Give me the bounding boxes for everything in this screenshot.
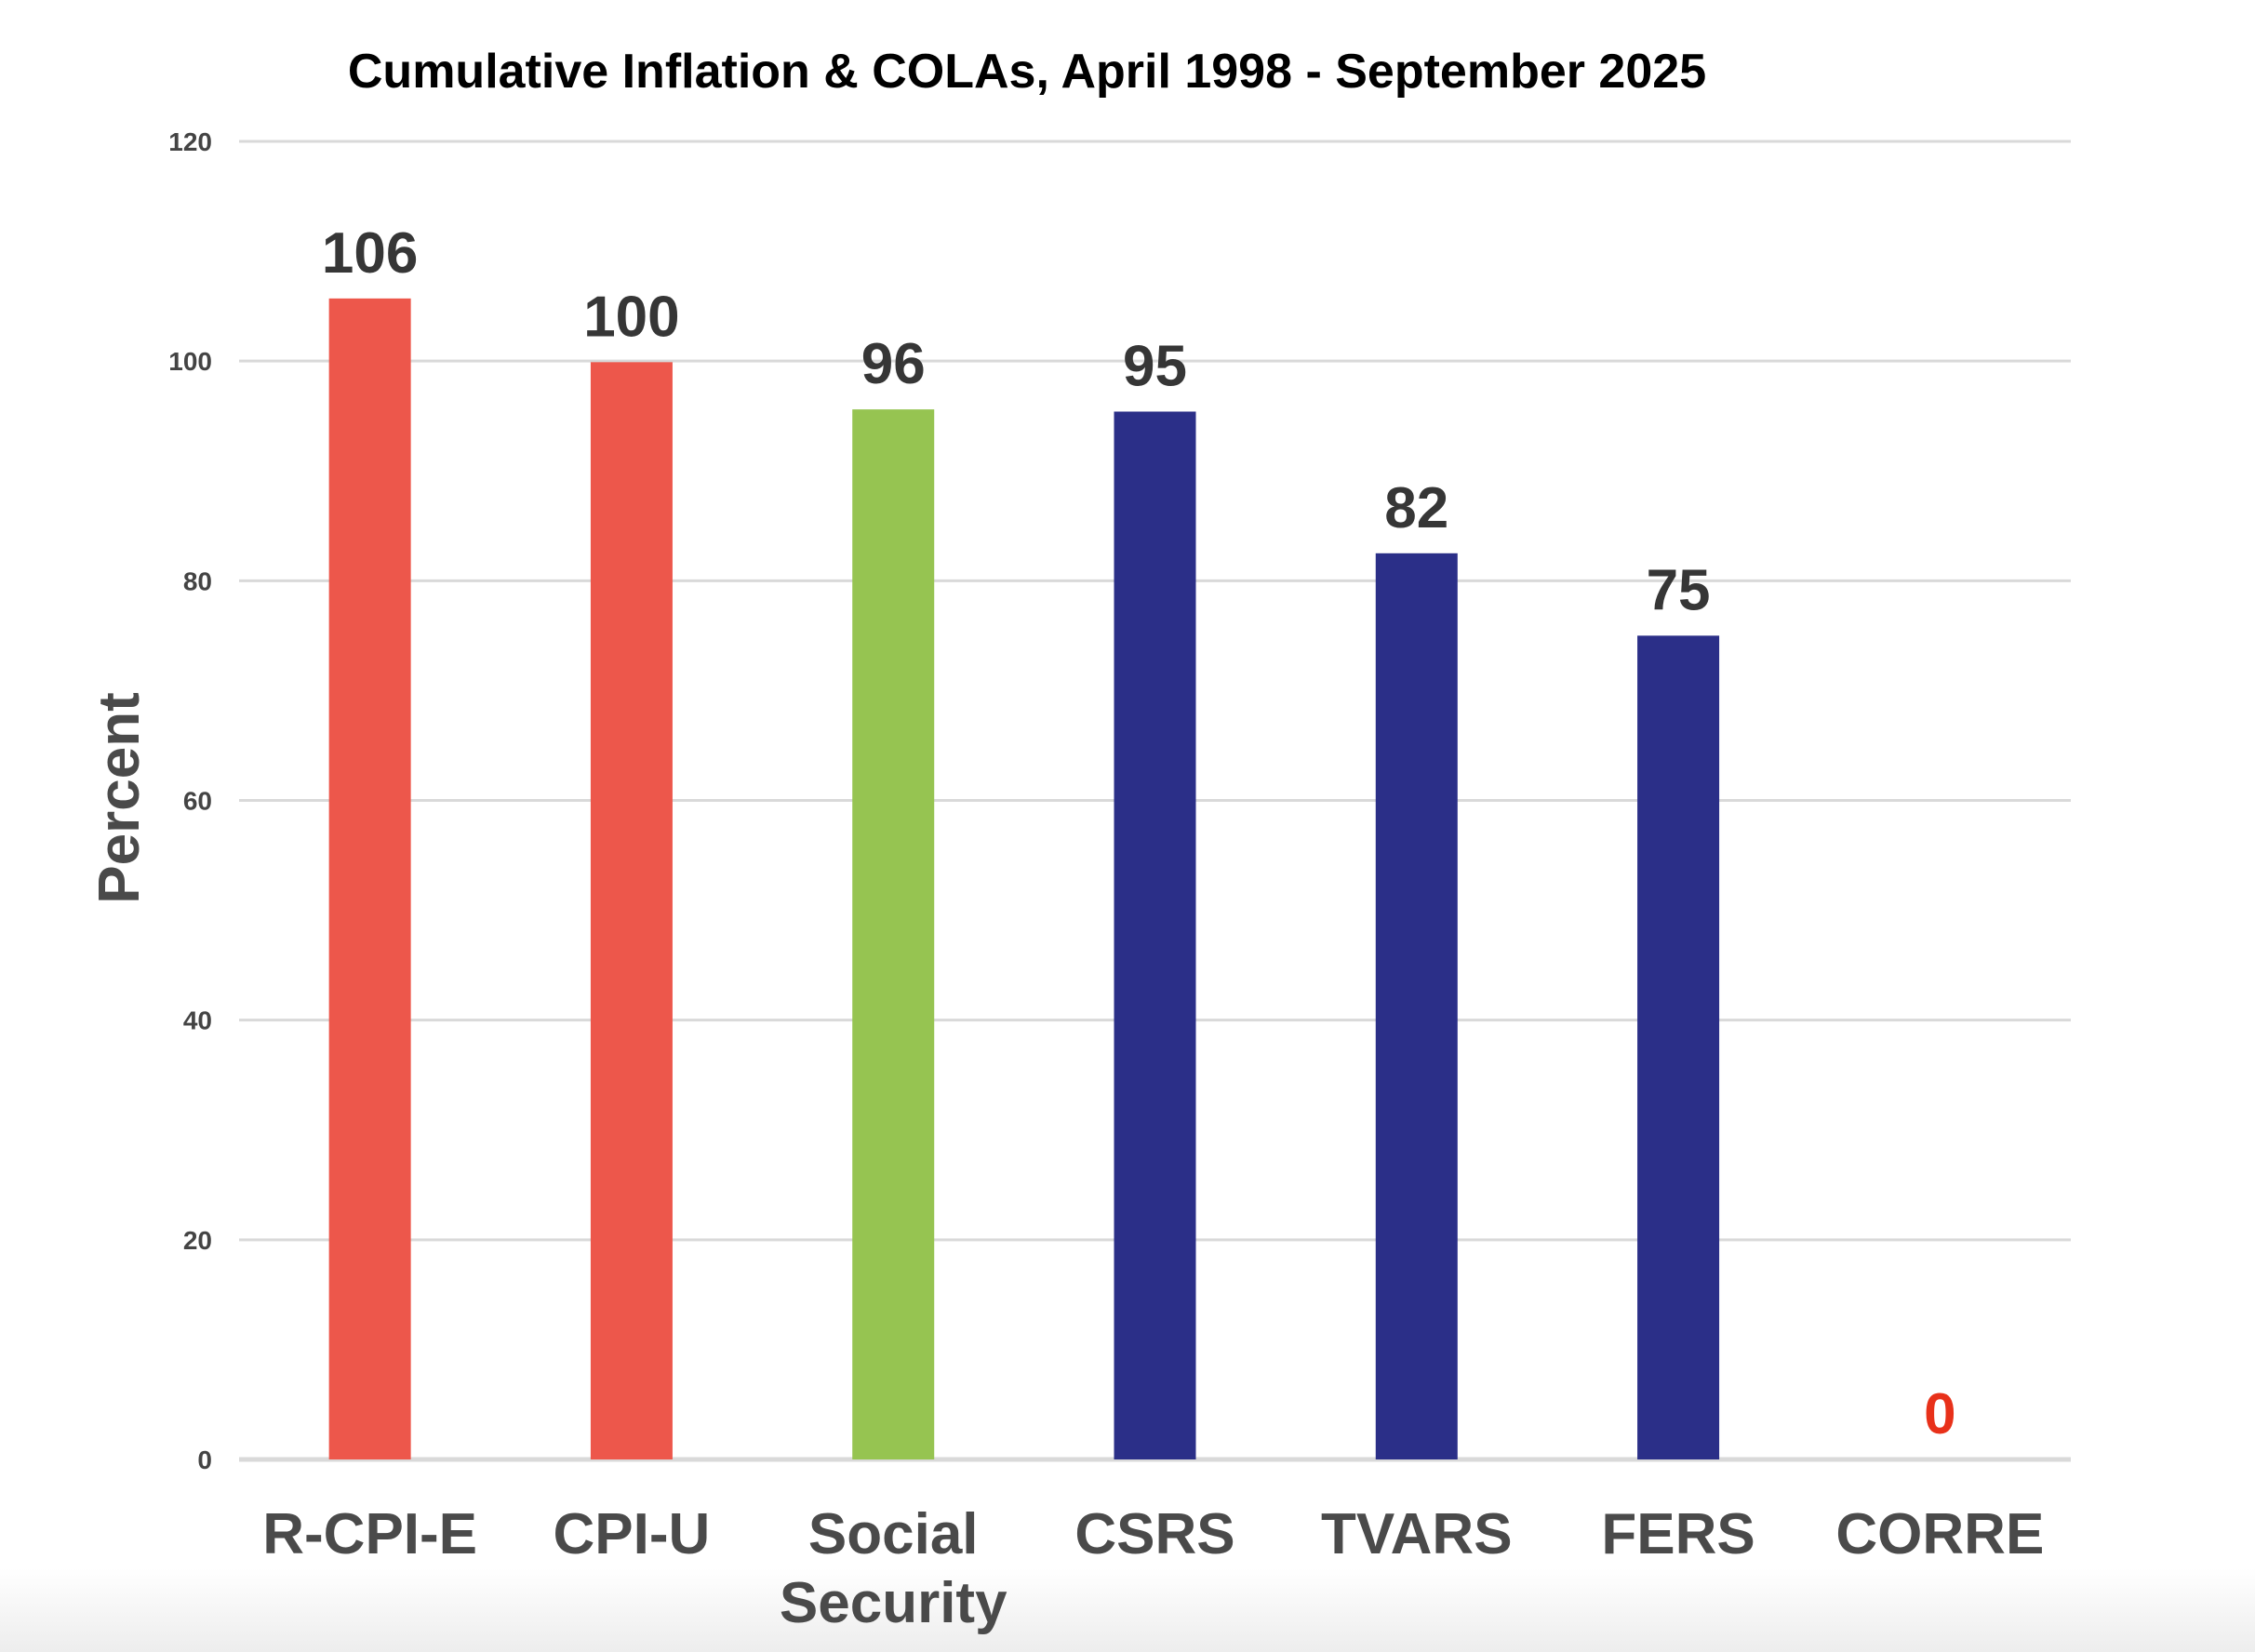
data-label: 106 bbox=[322, 221, 418, 286]
bar bbox=[1637, 635, 1720, 1459]
data-label: 96 bbox=[861, 332, 926, 396]
x-tick-label: R-CPI-E bbox=[262, 1502, 477, 1566]
x-tick-label: Security bbox=[780, 1571, 1007, 1635]
y-tick-label: 80 bbox=[183, 566, 212, 595]
data-label: 0 bbox=[1924, 1382, 1955, 1446]
y-tick-label: 120 bbox=[168, 127, 212, 156]
y-tick-label: 100 bbox=[168, 347, 212, 376]
bar bbox=[1375, 553, 1458, 1459]
bar bbox=[590, 362, 673, 1459]
y-axis-label: Percent bbox=[87, 692, 152, 903]
data-label: 82 bbox=[1384, 476, 1448, 540]
chart-title: Cumulative Inflation & COLAs, April 1998… bbox=[348, 45, 1706, 99]
data-label: 100 bbox=[583, 285, 679, 349]
y-tick-label: 60 bbox=[183, 787, 212, 816]
data-label: 95 bbox=[1123, 334, 1187, 398]
bar bbox=[1114, 411, 1196, 1459]
x-tick-label: Social bbox=[808, 1502, 979, 1566]
x-tick-label: TVARS bbox=[1321, 1502, 1513, 1566]
bar bbox=[852, 409, 935, 1460]
x-tick-label: FERS bbox=[1601, 1502, 1755, 1566]
y-tick-label: 40 bbox=[183, 1006, 212, 1035]
bar bbox=[328, 298, 411, 1460]
x-tick-label: CPI-U bbox=[554, 1502, 711, 1566]
y-tick-label: 20 bbox=[183, 1226, 212, 1255]
x-tick-label: CORRE bbox=[1835, 1502, 2044, 1566]
data-label: 75 bbox=[1647, 558, 1711, 622]
x-tick-label: CSRS bbox=[1074, 1502, 1234, 1566]
bottom-shadow bbox=[0, 1568, 2255, 1652]
y-tick-label: 0 bbox=[197, 1446, 212, 1474]
